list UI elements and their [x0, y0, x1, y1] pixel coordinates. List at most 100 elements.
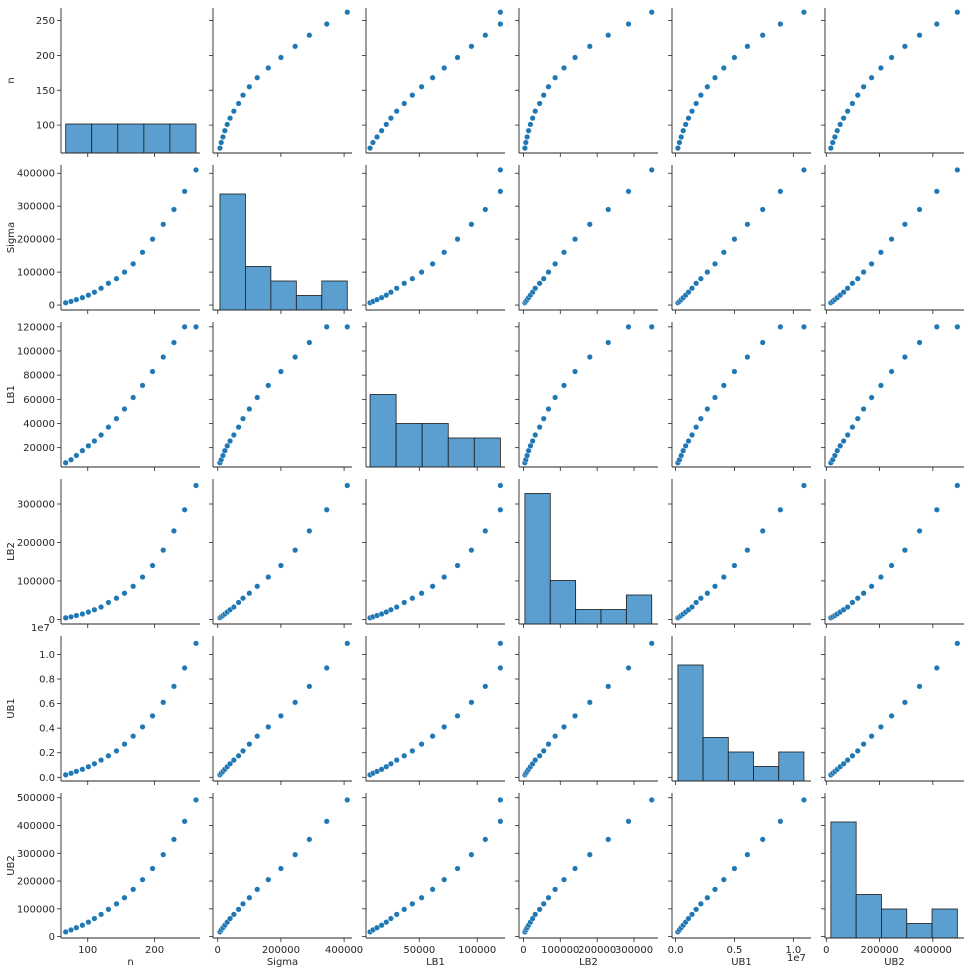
point-LB2-vs-UB1-11: [552, 733, 559, 740]
point-Sigma-vs-LB2-12: [265, 574, 272, 581]
y-tick-label-UB1: 0.6: [39, 699, 55, 710]
point-Sigma-vs-n-3: [219, 133, 226, 140]
point-n-vs-UB1-4: [79, 766, 86, 773]
point-n-vs-UB2-12: [139, 876, 146, 883]
point-UB1-vs-LB1-8: [693, 424, 700, 431]
hist-bar-Sigma-1: [219, 193, 246, 311]
point-n-vs-LB2-10: [121, 590, 128, 597]
point-LB1-vs-n-15: [482, 32, 489, 39]
point-UB2-vs-LB2-13: [888, 562, 895, 569]
point-n-vs-UB1-9: [113, 747, 120, 754]
point-LB2-vs-UB1-8: [536, 752, 543, 759]
point-n-vs-LB2-17: [192, 482, 199, 489]
y-axis-label-n: n: [6, 77, 17, 83]
point-UB1-vs-UB2-8: [693, 906, 700, 913]
point-n-vs-LB2-6: [91, 606, 98, 613]
point-LB2-vs-UB2-10: [545, 894, 552, 901]
x-axis-label-Sigma: Sigma: [267, 957, 298, 968]
point-UB1-vs-Sigma-8: [693, 280, 700, 287]
point-n-vs-Sigma-5: [85, 292, 92, 299]
point-Sigma-vs-LB1-15: [306, 339, 313, 346]
point-LB1-vs-LB2-16: [497, 506, 504, 513]
y-tick-label-LB1: 40000: [23, 419, 55, 430]
point-Sigma-vs-LB1-14: [292, 354, 299, 361]
x-tick-label-LB2: 100000: [541, 945, 579, 956]
point-Sigma-vs-UB2-8: [235, 906, 242, 913]
point-n-vs-Sigma-15: [170, 206, 177, 213]
hist-bar-LB2-5: [625, 594, 653, 625]
point-UB1-vs-n-13: [731, 54, 738, 61]
y-tick-label-UB1: 1.0: [39, 650, 55, 661]
point-Sigma-vs-UB2-11: [254, 886, 261, 893]
point-UB2-vs-n-1: [827, 145, 834, 152]
point-UB2-vs-LB2-10: [860, 590, 867, 597]
point-UB2-vs-n-8: [849, 100, 856, 107]
point-UB1-vs-Sigma-14: [744, 221, 751, 228]
point-LB1-vs-UB2-11: [429, 886, 436, 893]
point-UB1-vs-LB1-9: [697, 415, 704, 422]
point-LB1-vs-UB1-15: [482, 683, 489, 690]
point-n-vs-UB2-15: [170, 836, 177, 843]
point-Sigma-vs-n-11: [254, 74, 261, 81]
point-UB1-vs-Sigma-11: [711, 260, 718, 267]
point-LB2-vs-Sigma-10: [545, 269, 552, 276]
point-LB2-vs-Sigma-13: [572, 236, 579, 243]
point-UB1-vs-UB2-6: [685, 915, 692, 922]
point-LB1-vs-Sigma-11: [429, 260, 436, 267]
point-UB2-vs-Sigma-8: [849, 280, 856, 287]
point-LB1-vs-n-16: [497, 21, 504, 28]
point-n-vs-LB2-2: [68, 613, 75, 620]
point-LB2-vs-n-7: [532, 108, 539, 115]
point-UB2-vs-LB1-8: [849, 424, 856, 431]
point-n-vs-LB1-8: [105, 424, 112, 431]
point-UB1-vs-Sigma-7: [689, 285, 696, 292]
x-tick-label-Sigma: 0: [215, 945, 221, 956]
point-Sigma-vs-LB2-13: [277, 562, 284, 569]
point-LB1-vs-UB2-17: [497, 796, 504, 803]
point-UB1-vs-LB1-6: [685, 438, 692, 445]
point-Sigma-vs-LB2-10: [246, 590, 253, 597]
point-UB2-vs-LB1-6: [840, 438, 847, 445]
point-LB2-vs-n-12: [560, 64, 567, 71]
point-UB2-vs-LB2-11: [868, 583, 875, 590]
y-tick-label-n: 250: [36, 16, 55, 27]
point-UB2-vs-LB1-12: [877, 382, 884, 389]
point-UB2-vs-n-17: [954, 9, 961, 16]
point-n-vs-UB2-1: [62, 928, 69, 935]
x-tick-label-n: 200: [145, 945, 164, 956]
hist-bar-UB2-4: [906, 923, 933, 939]
point-UB2-vs-LB2-16: [933, 506, 940, 513]
point-LB2-vs-LB1-8: [536, 424, 543, 431]
point-LB2-vs-LB1-13: [572, 368, 579, 375]
y-axis-label-UB2: UB2: [6, 855, 17, 876]
y-axis-label-Sigma: Sigma: [6, 222, 17, 253]
point-n-vs-LB1-12: [139, 382, 146, 389]
x-offset-label-UB1: 1e7: [787, 953, 806, 964]
point-LB2-vs-n-10: [545, 83, 552, 90]
point-UB1-vs-UB2-14: [744, 851, 751, 858]
point-UB2-vs-n-16: [933, 21, 940, 28]
point-Sigma-vs-UB2-13: [277, 865, 284, 872]
hist-bar-n-2: [91, 123, 119, 154]
y-tick-label-n: 100: [36, 121, 55, 132]
x-axis-label-LB2: LB2: [579, 957, 598, 968]
point-UB2-vs-n-2: [829, 139, 836, 146]
point-n-vs-Sigma-8: [105, 280, 112, 287]
point-UB1-vs-n-11: [711, 74, 718, 81]
point-UB2-vs-n-3: [831, 133, 838, 140]
point-Sigma-vs-UB1-11: [254, 733, 261, 740]
hist-bar-UB2-3: [881, 908, 908, 939]
point-LB2-vs-n-6: [529, 115, 536, 122]
point-Sigma-vs-LB1-7: [230, 431, 237, 438]
point-n-vs-LB2-1: [62, 614, 69, 621]
point-LB2-vs-UB1-10: [545, 741, 552, 748]
point-Sigma-vs-n-10: [246, 83, 253, 90]
point-n-vs-LB1-15: [170, 339, 177, 346]
point-n-vs-Sigma-17: [192, 166, 199, 173]
point-UB1-vs-LB2-9: [697, 595, 704, 602]
point-UB1-vs-UB2-7: [689, 911, 696, 918]
point-LB1-vs-n-10: [418, 83, 425, 90]
x-tick-label-LB2: 0: [520, 945, 526, 956]
y-tick-label-LB1: 120000: [17, 322, 55, 333]
point-UB1-vs-UB2-17: [800, 796, 807, 803]
